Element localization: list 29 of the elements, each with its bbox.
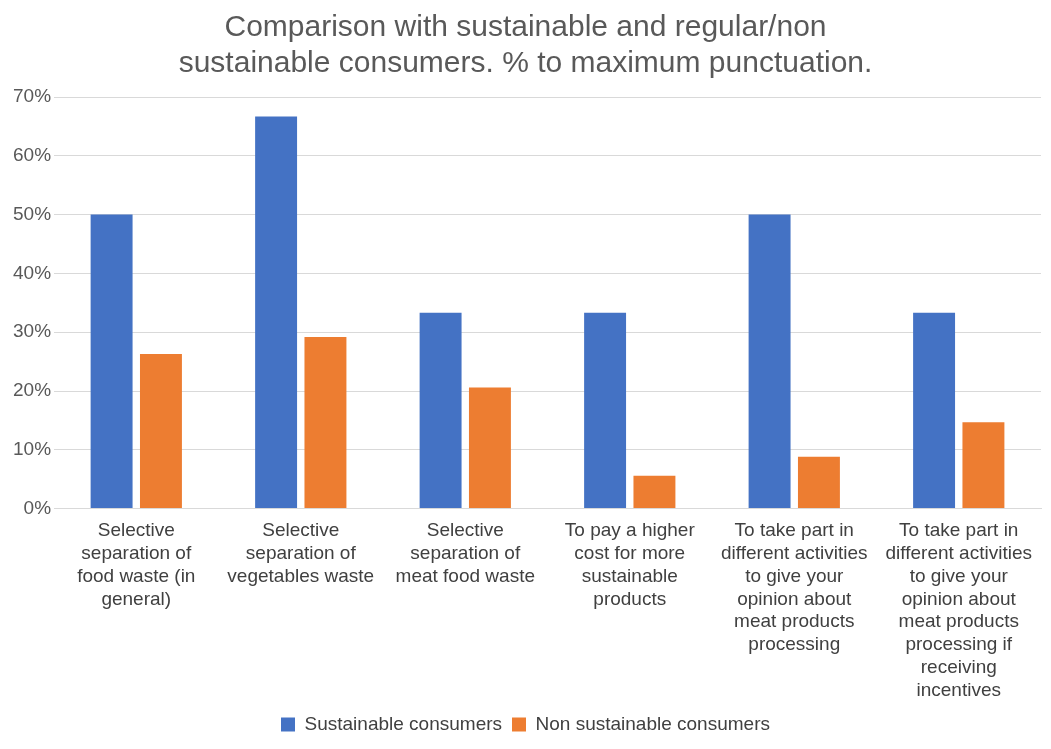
bar [304, 336, 347, 509]
legend-label: Non sustainable consumers [535, 712, 770, 734]
y-tick-label: 10% [13, 438, 52, 460]
y-tick-label: 0% [23, 496, 52, 518]
chart-title: Comparison with sustainable and regular/non sustainable consumers. % to maximum punctuation. [178, 9, 873, 79]
bar [419, 312, 462, 509]
bar [90, 214, 133, 509]
y-tick-label: 70% [13, 85, 52, 107]
y-tick-label: 40% [13, 261, 52, 283]
x-tick-label: To take part in different activities to give your opinion about meat products processing [721, 519, 868, 655]
bar [584, 312, 627, 509]
bar [468, 387, 511, 509]
bar [633, 475, 676, 509]
bar [255, 116, 298, 509]
y-tick-label: 30% [13, 320, 52, 342]
x-tick-label: Selective separation of meat food waste [395, 519, 535, 586]
y-tick-label: 20% [13, 379, 52, 401]
bar [139, 353, 182, 509]
bar [913, 312, 956, 509]
x-tick-label: Selective separation of food waste (in general) [77, 519, 196, 609]
bar [962, 422, 1005, 509]
bar [797, 456, 840, 509]
bar [748, 214, 791, 509]
x-tick-label: Selective separation of vegetables waste [227, 519, 375, 586]
y-tick-label: 60% [13, 144, 52, 166]
y-tick-label: 50% [13, 202, 52, 224]
legend-label: Sustainable consumers [304, 712, 503, 734]
x-tick-label: To take part in different activities to give your opinion about meat products processing if receiving incentives [885, 519, 1032, 700]
x-tick-label: To pay a higher cost for more sustainable products [564, 519, 696, 609]
